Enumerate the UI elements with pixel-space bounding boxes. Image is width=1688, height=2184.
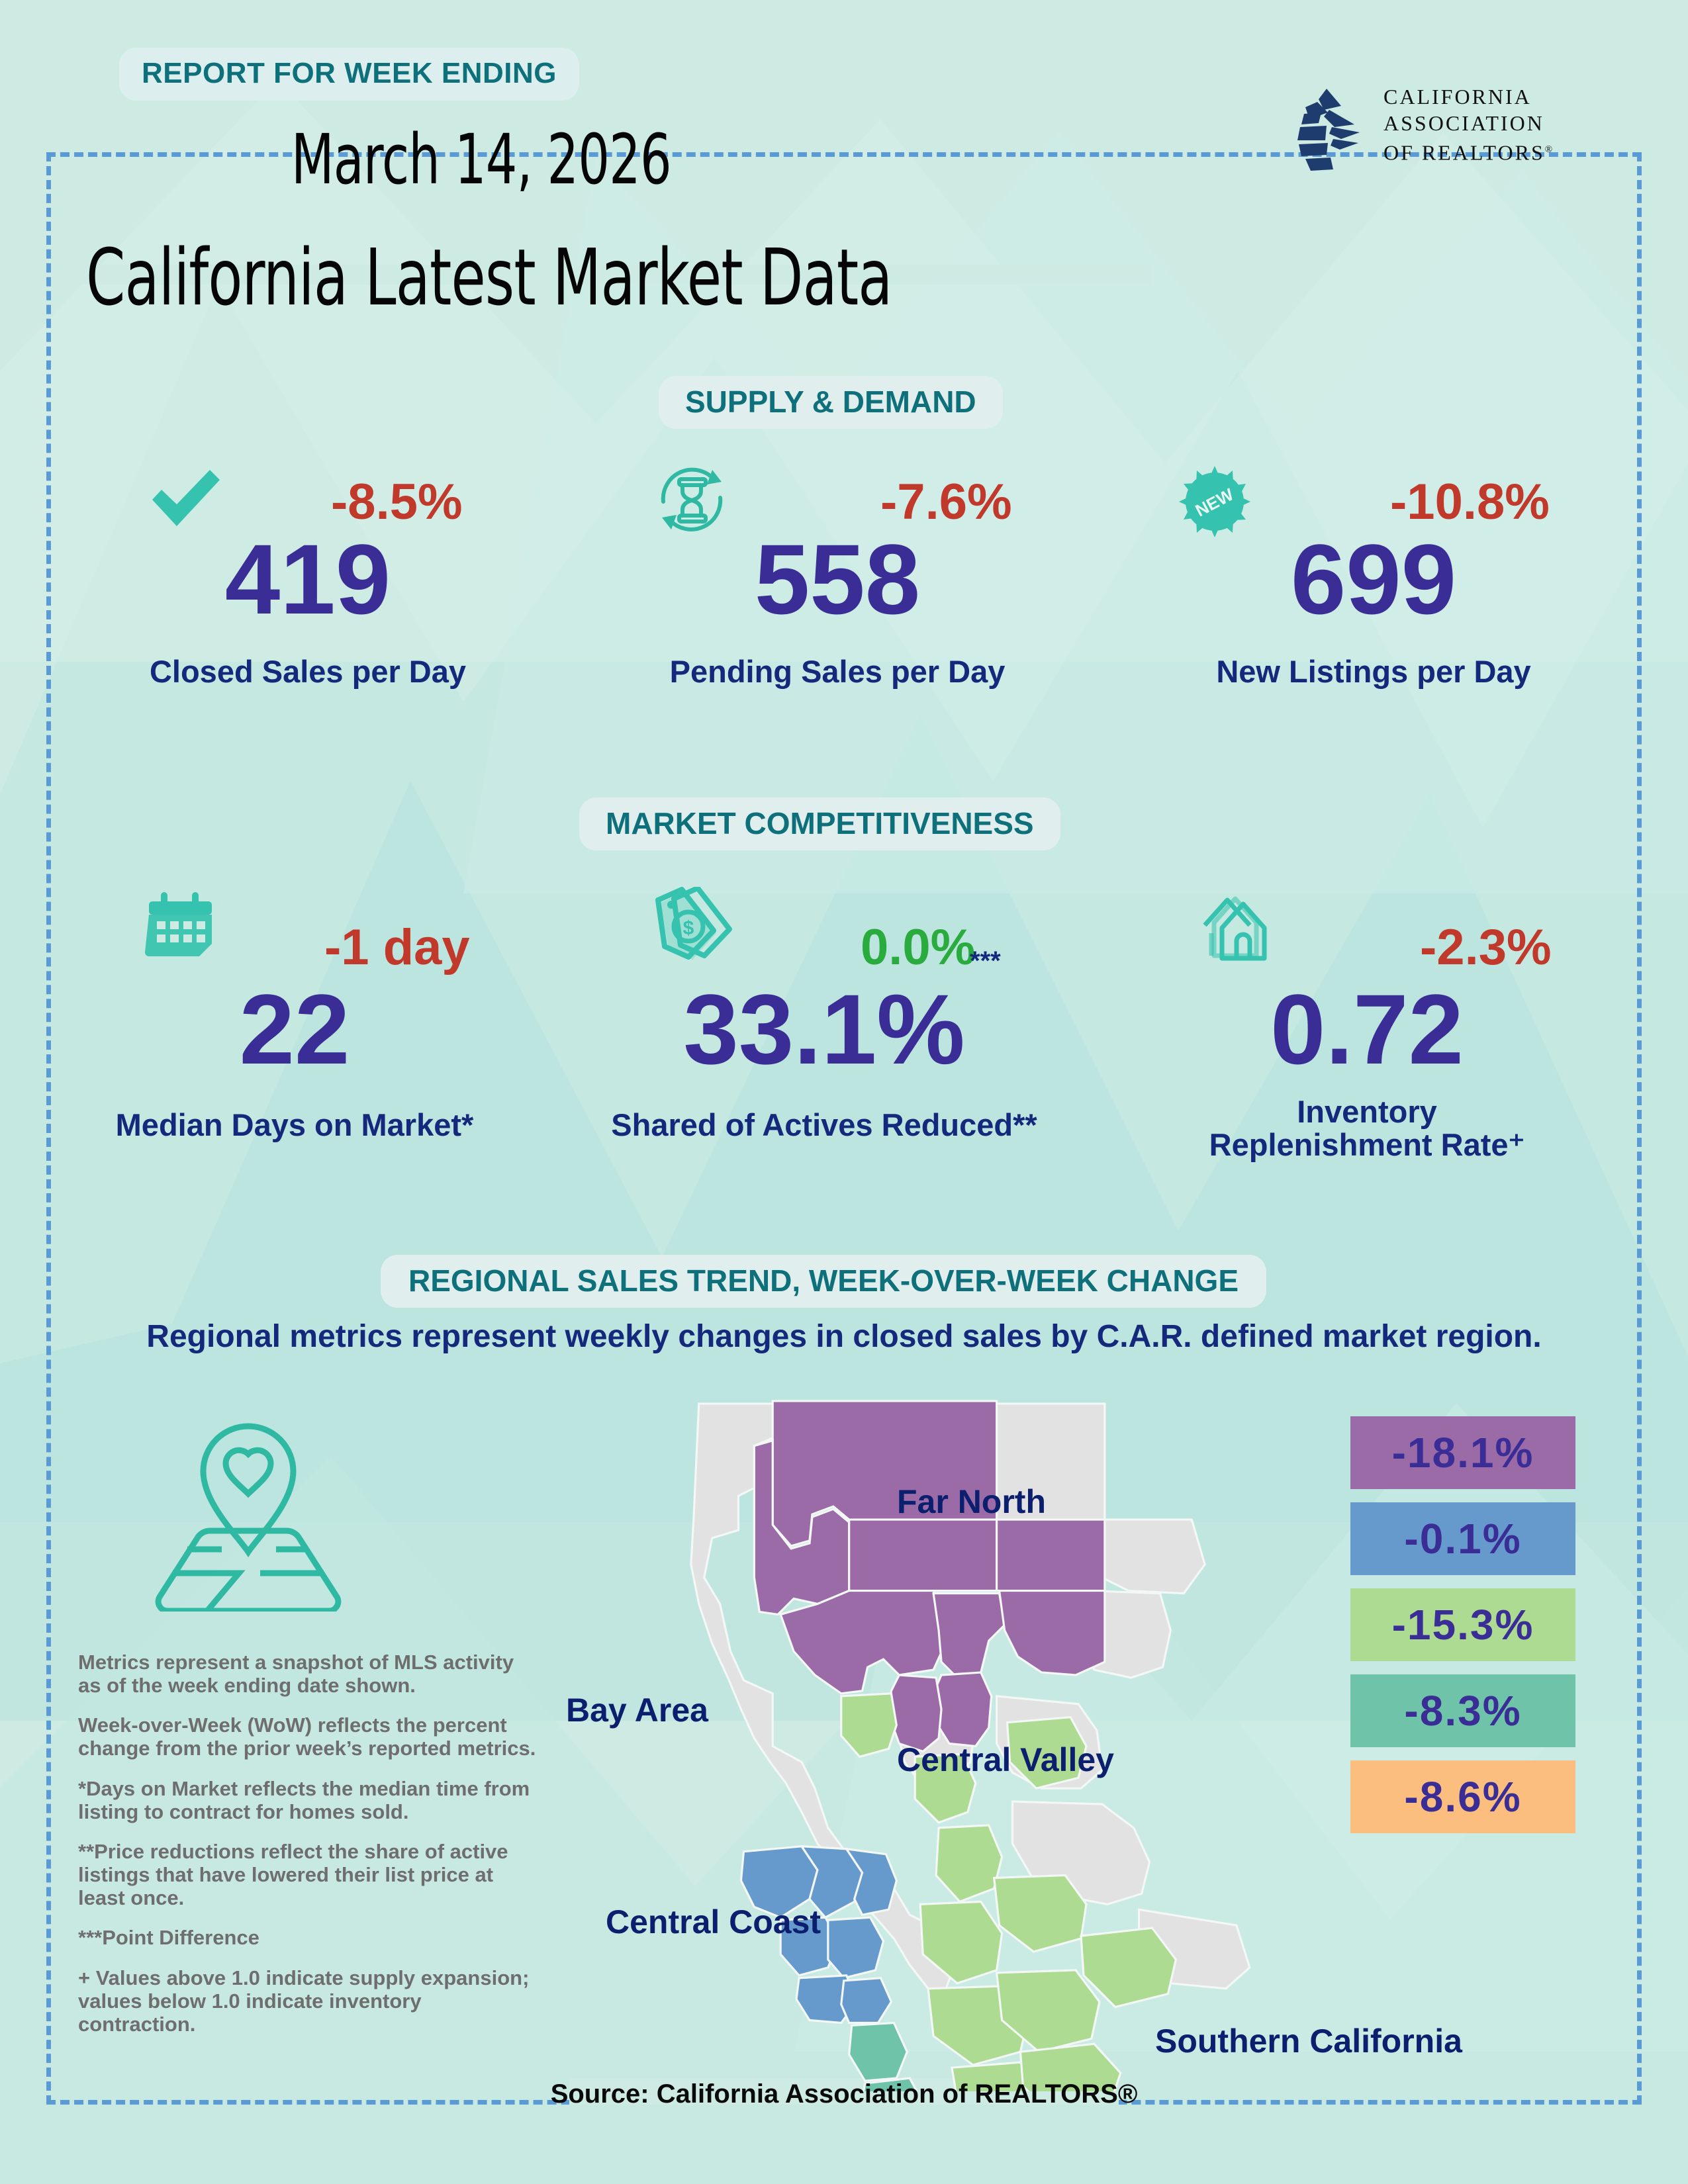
report-date: March 14, 2026 [291, 119, 672, 200]
stat-pending-sales-label: Pending Sales per Day [669, 654, 1006, 689]
stat-inventory-replenishment-label: Inventory Replenishment Rate⁺ [1209, 1094, 1525, 1162]
price-tag-icon: $ [655, 886, 738, 970]
car-logo: CALIFORNIA ASSOCIATION OF REALTORS® [1278, 83, 1589, 172]
logo-line-1: CALIFORNIA [1383, 85, 1532, 109]
legend-value-central-valley: -15.3% [1350, 1588, 1575, 1661]
two-houses-icon [1192, 887, 1284, 968]
stat-new-listings-label: New Listings per Day [1216, 654, 1531, 689]
stat-inventory-replenishment-value: 0.72 [1270, 974, 1464, 1085]
section-pill-supply-demand: SUPPLY & DEMAND [659, 376, 1003, 429]
logo-line-2: ASSOCIATION [1383, 111, 1544, 135]
section-pill-market-competitiveness: MARKET COMPETITIVENESS [579, 797, 1060, 850]
footnote-2: *Days on Market reflects the median time… [78, 1776, 530, 1823]
california-region-map [690, 1400, 1251, 2091]
stat-pending-sales-delta: -7.6% [880, 474, 1012, 530]
map-label-central-valley: Central Valley [897, 1741, 1114, 1778]
checkmark-icon [146, 463, 225, 536]
stat-closed-sales-delta: -8.5% [331, 474, 463, 530]
stat-actives-reduced-note: *** [970, 946, 1001, 976]
stat-days-on-market-delta: -1 day [324, 919, 470, 976]
legend-value-central-coast: -8.3% [1350, 1674, 1575, 1747]
stat-closed-sales-label: Closed Sales per Day [149, 654, 467, 689]
frame-mask-title [79, 265, 1152, 285]
supply-demand-row: -8.5% 419 Closed Sales per Day -7.6% 558 [0, 457, 1688, 741]
legend-value-far-north: -18.1% [1350, 1416, 1575, 1489]
footnotes: Metrics represent a snapshot of MLS acti… [78, 1651, 541, 2053]
stat-days-on-market-value: 22 [239, 974, 350, 1085]
calendar-icon [142, 887, 218, 966]
map-pin-heart-icon [155, 1423, 342, 1612]
stat-days-on-market-label: Median Days on Market* [115, 1107, 474, 1142]
footnote-0: Metrics represent a snapshot of MLS acti… [78, 1651, 514, 1697]
logo-line-3: OF REALTORS [1383, 140, 1545, 165]
new-badge-icon: NEW [1175, 462, 1254, 545]
stat-closed-sales-value: 419 [224, 523, 391, 635]
stat-actives-reduced-label: Shared of Actives Reduced** [611, 1107, 1037, 1142]
footnote-5: + Values above 1.0 indicate supply expan… [78, 1966, 530, 2036]
stat-actives-reduced-delta: 0.0% [861, 919, 976, 976]
footnote-4: ***Point Difference [78, 1926, 259, 1950]
map-label-southern-california: Southern California [1155, 2023, 1462, 2060]
regional-subtitle: Regional metrics represent weekly change… [146, 1319, 1542, 1354]
stat-new-listings-delta: -10.8% [1390, 474, 1550, 530]
map-label-central-coast: Central Coast [606, 1903, 821, 1940]
legend-value-bay-area: -0.1% [1350, 1502, 1575, 1575]
hourglass-refresh-icon [649, 457, 735, 546]
report-week-badge: REPORT FOR WEEK ENDING [119, 48, 580, 101]
stat-actives-reduced-value: 33.1% [683, 974, 965, 1085]
car-logo-mark [1297, 89, 1360, 171]
footnote-1: Week-over-Week (WoW) reflects the percen… [78, 1713, 536, 1760]
car-logo-wordmark: CALIFORNIA ASSOCIATION OF REALTORS® [1383, 83, 1554, 166]
map-region-bay-area [739, 1844, 898, 2025]
market-competitiveness-row: -1 day 22 Median Days on Market* $ 0. [0, 886, 1688, 1205]
svg-text:$: $ [683, 917, 694, 939]
map-label-bay-area: Bay Area [566, 1692, 708, 1729]
map-region-far-north [753, 1400, 1106, 1753]
map-region-central-coast [848, 2021, 918, 2091]
section-pill-regional-sales-trend: REGIONAL SALES TREND, WEEK-OVER-WEEK CHA… [381, 1255, 1266, 1308]
map-label-far-north: Far North [897, 1483, 1046, 1520]
stat-pending-sales-value: 558 [754, 523, 921, 635]
source-attribution: Source: California Association of REALTO… [550, 2079, 1138, 2109]
map-region-central-valley [840, 1692, 1178, 2091]
footnote-3: **Price reductions reflect the share of … [78, 1840, 508, 1909]
stat-inventory-replenishment-delta: -2.3% [1420, 919, 1552, 976]
page-title: California Latest Market Data [86, 232, 892, 323]
registered-mark: ® [1544, 144, 1555, 155]
stat-new-listings-value: 699 [1290, 523, 1457, 635]
legend-value-southern-california: -8.6% [1350, 1760, 1575, 1833]
